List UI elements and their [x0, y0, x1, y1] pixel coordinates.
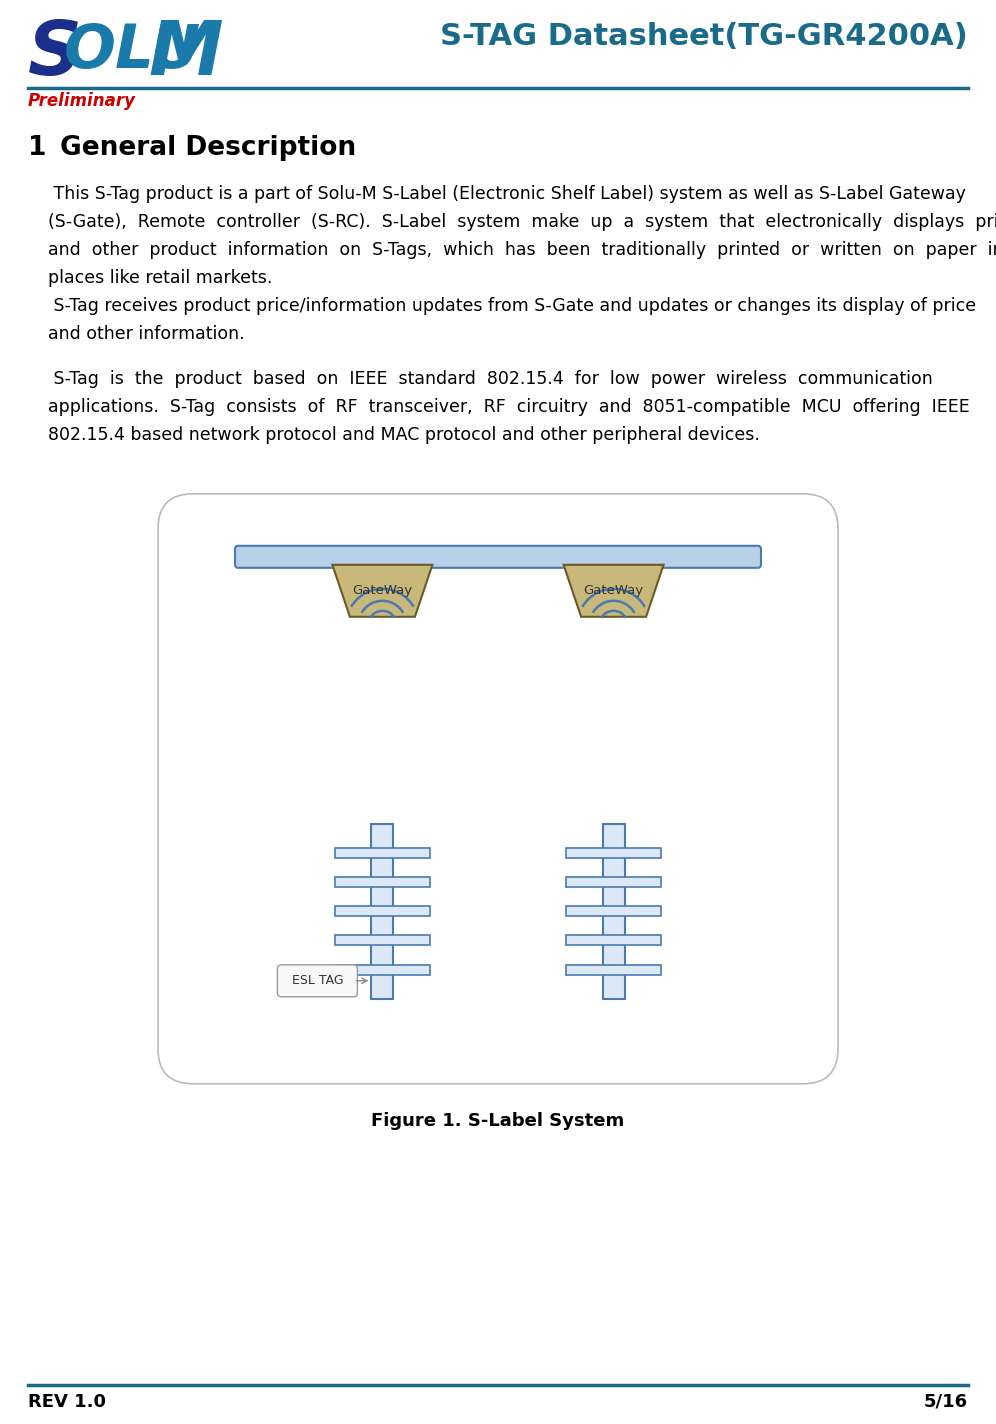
Text: applications.  S-Tag  consists  of  RF  transceiver,  RF  circuitry  and  8051-c: applications. S-Tag consists of RF trans…: [48, 397, 970, 416]
Text: GateWay: GateWay: [584, 584, 643, 597]
FancyBboxPatch shape: [235, 545, 761, 568]
Text: REV 1.0: REV 1.0: [28, 1393, 106, 1411]
Text: Preliminary: Preliminary: [28, 93, 136, 110]
Text: 5/16: 5/16: [924, 1393, 968, 1411]
Bar: [566, 906, 661, 916]
Bar: [372, 824, 393, 998]
Bar: [566, 877, 661, 887]
Bar: [335, 936, 430, 946]
Bar: [566, 964, 661, 974]
FancyBboxPatch shape: [278, 965, 358, 997]
Text: and other information.: and other information.: [48, 325, 245, 343]
Bar: [335, 964, 430, 974]
Text: M: M: [148, 19, 223, 91]
Text: S-Tag receives product price/information updates from S-Gate and updates or chan: S-Tag receives product price/information…: [48, 298, 976, 315]
Bar: [603, 824, 624, 998]
Text: S-TAG Datasheet(TG-GR4200A): S-TAG Datasheet(TG-GR4200A): [440, 21, 968, 51]
Text: OLU: OLU: [64, 21, 201, 81]
Text: S-Tag  is  the  product  based  on  IEEE  standard  802.15.4  for  low  power  w: S-Tag is the product based on IEEE stand…: [48, 370, 932, 387]
FancyBboxPatch shape: [158, 494, 838, 1084]
Text: 1: 1: [28, 135, 47, 161]
Bar: [566, 847, 661, 859]
Text: 802.15.4 based network protocol and MAC protocol and other peripheral devices.: 802.15.4 based network protocol and MAC …: [48, 426, 760, 444]
Text: and  other  product  information  on  S-Tags,  which  has  been  traditionally  : and other product information on S-Tags,…: [48, 241, 996, 259]
Text: (S-Gate),  Remote  controller  (S-RC).  S-Label  system  make  up  a  system  th: (S-Gate), Remote controller (S-RC). S-La…: [48, 214, 996, 231]
Bar: [335, 847, 430, 859]
Text: General Description: General Description: [60, 135, 357, 161]
Bar: [335, 906, 430, 916]
Text: S: S: [28, 19, 82, 91]
Text: places like retail markets.: places like retail markets.: [48, 269, 272, 288]
Bar: [566, 936, 661, 946]
Polygon shape: [564, 565, 663, 617]
Text: ESL TAG: ESL TAG: [292, 974, 344, 987]
Polygon shape: [333, 565, 432, 617]
Bar: [335, 877, 430, 887]
Text: GateWay: GateWay: [353, 584, 412, 597]
Text: Figure 1. S-Label System: Figure 1. S-Label System: [372, 1112, 624, 1129]
Text: This S-Tag product is a part of Solu-M S-Label (Electronic Shelf Label) system a: This S-Tag product is a part of Solu-M S…: [48, 185, 966, 204]
